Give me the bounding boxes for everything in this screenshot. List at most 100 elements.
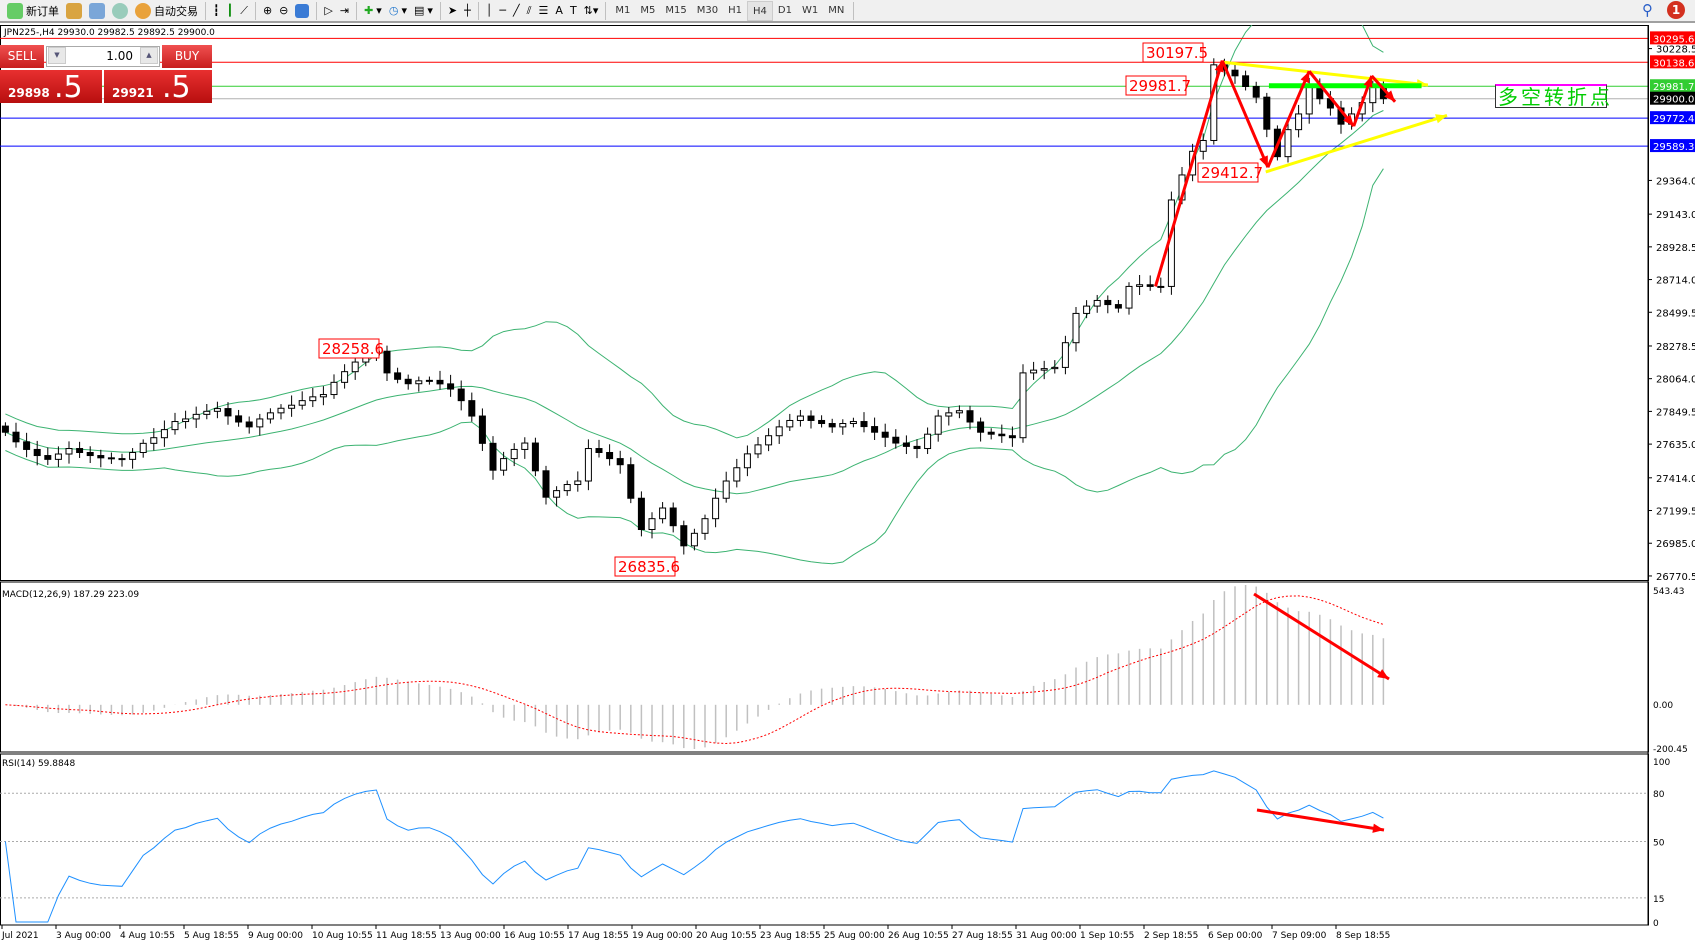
lot-decrease-button[interactable]: ▼ (48, 47, 66, 64)
horizontal-line-tool[interactable]: ─ (499, 4, 506, 17)
trendline-tool[interactable]: ╱ (513, 4, 520, 17)
time-axis-label: 19 Aug 00:00 (632, 931, 693, 940)
candle-bear (1231, 69, 1239, 77)
macd-pane (0, 581, 1649, 753)
zoom-in-icon: ⊕ (262, 4, 273, 17)
candle-bull (1093, 299, 1101, 307)
candle-bull (1061, 342, 1069, 368)
zigzag-arrow-1 (1154, 60, 1224, 287)
periods-button[interactable]: ◷ ▾ (388, 4, 407, 17)
tile-windows-button[interactable] (292, 1, 312, 21)
scroll-chart-button[interactable]: ▷ (324, 4, 333, 17)
time-axis-label: 13 Aug 00:00 (440, 931, 501, 940)
new-order-button[interactable]: 新订单 (4, 1, 62, 21)
fibonacci-tool[interactable]: ☰ (538, 4, 549, 17)
candle-bear (987, 431, 995, 435)
text-tool[interactable]: A (555, 4, 563, 17)
candle-bull (1040, 368, 1048, 371)
candle-bear (76, 448, 84, 453)
vertical-line-tool[interactable]: │ (485, 4, 493, 17)
bollinger-upper (5, 25, 1384, 439)
time-axis-label: 25 Aug 00:00 (824, 931, 885, 940)
chart-window[interactable]: 30295.6 30138.6 29981.7 29900.0 29772.4 29589… (0, 25, 1695, 940)
candle-bull (171, 421, 179, 431)
line-chart-button[interactable]: ⟋ (240, 3, 248, 17)
candle-chart-button[interactable]: ┃ (226, 4, 234, 17)
candle-bull (754, 444, 762, 455)
candle-bear (680, 525, 688, 547)
bar-chart-button[interactable]: ┇ (213, 4, 220, 17)
macd-axis-label: -200.45 (1653, 745, 1688, 755)
candle-bull (553, 490, 561, 498)
metaeditor-button[interactable] (63, 1, 85, 21)
timeframe-d1[interactable]: D1 (777, 4, 792, 16)
timeframe-m15[interactable]: M15 (665, 4, 687, 16)
candle-bear (828, 423, 836, 428)
time-axis-label: 31 Aug 00:00 (1016, 931, 1077, 940)
label-tool[interactable]: T (569, 4, 577, 17)
candle-bear (1008, 435, 1016, 439)
candle-bull (160, 429, 168, 439)
sell-button[interactable]: SELL (0, 45, 44, 68)
candle-bear (489, 442, 497, 471)
terminal-button[interactable] (86, 1, 108, 21)
search-icon[interactable]: ⚲ (1642, 1, 1653, 19)
lot-increase-button[interactable]: ▲ (140, 47, 158, 64)
candle-bull (574, 480, 582, 486)
candle-bull (563, 484, 571, 492)
chart-shift-button[interactable]: ⇥ (339, 4, 350, 17)
candle-bull (1199, 139, 1207, 152)
timeframe-w1[interactable]: W1 (801, 4, 819, 16)
auto-trade-button[interactable]: 自动交易 (132, 1, 201, 21)
timeframe-m30[interactable]: M30 (696, 4, 719, 16)
zigzag-arrow-4-head (1343, 114, 1354, 127)
timeframe-h1[interactable]: H1 (728, 4, 743, 16)
candle-bull (1284, 129, 1292, 158)
candle-bull (266, 412, 274, 420)
candle-bear (902, 442, 910, 447)
zigzag-arrow-6-head (1384, 90, 1396, 102)
price-tick-label: 28714.0 (1656, 276, 1695, 287)
candle-bear (1104, 299, 1112, 306)
candle-bull (733, 467, 741, 482)
candle-bull (1072, 312, 1080, 344)
timeframe-mn[interactable]: MN (828, 4, 845, 16)
candle-bear (966, 410, 974, 423)
candle-bear (447, 383, 455, 390)
signals-button[interactable] (109, 1, 131, 21)
notification-badge[interactable]: 1 (1667, 1, 1685, 19)
price-callout-label: 26835.6 (618, 558, 680, 576)
templates-button[interactable]: ▤ ▾ (413, 4, 433, 17)
lot-size-input[interactable]: 1.00 (46, 46, 160, 67)
price-callout-label: 29981.7 (1129, 77, 1191, 95)
arrows-tool[interactable]: ⇅▾ (583, 4, 599, 17)
buy-button[interactable]: BUY (162, 45, 212, 68)
channel-tool[interactable]: ⫽ (526, 3, 532, 17)
price-callout-label: 30197.5 (1146, 44, 1208, 62)
candle-bull (319, 394, 327, 398)
timeframe-m1[interactable]: M1 (615, 4, 631, 16)
crosshair-tool[interactable]: ┼ (461, 1, 474, 21)
indicators-button[interactable]: ✚ ▾ (364, 4, 382, 17)
sell-price[interactable]: 29898.5 (0, 70, 102, 105)
price-callout-box (318, 338, 380, 359)
candle-bull (775, 426, 783, 437)
candle-bull (54, 453, 62, 460)
price-tick-label: 28499.5 (1656, 308, 1695, 319)
zigzag-arrow-2-head (1259, 155, 1268, 168)
candle-bull (648, 518, 656, 531)
price-tick-label: 30228.5 (1656, 45, 1695, 56)
timeframe-m5[interactable]: M5 (640, 4, 656, 16)
price-level-tag (1650, 31, 1695, 45)
cursor-tool[interactable]: ➤ (445, 1, 460, 21)
price-tick-label: 26770.5 (1656, 572, 1695, 583)
zoom-in-button[interactable]: ⊕ (260, 1, 275, 21)
buy-price[interactable]: 29921.5 (104, 70, 212, 105)
grid-icon (295, 3, 310, 18)
zoom-out-button[interactable]: ⊖ (276, 1, 291, 21)
monitor-icon (89, 2, 105, 19)
time-axis-label: 8 Sep 18:55 (1336, 931, 1390, 940)
timeframe-h4[interactable]: H4 (747, 0, 773, 21)
candle-bull (796, 415, 804, 421)
price-tick-label: 28928.5 (1656, 243, 1695, 254)
